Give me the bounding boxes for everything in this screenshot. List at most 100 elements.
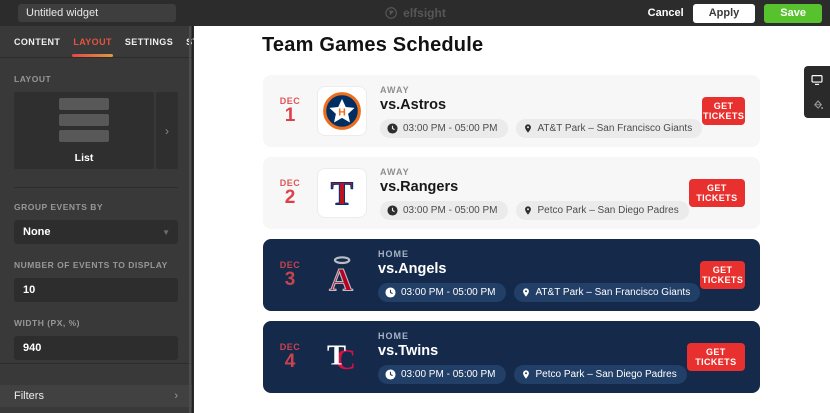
tab-content[interactable]: CONTENT	[14, 37, 61, 47]
apply-button[interactable]: Apply	[692, 3, 756, 23]
game-card: DEC 1 H AWAY vs.Astros	[263, 75, 760, 147]
time-pill: 03:00 PM - 05:00 PM	[378, 282, 506, 302]
preview-toolbar	[804, 66, 830, 118]
layout-next-arrow[interactable]: ›	[156, 92, 178, 169]
width-label: WIDTH (PX, %)	[14, 318, 80, 328]
chevron-right-icon: ›	[165, 123, 169, 138]
venue-pill: Petco Park – San Diego Padres	[513, 364, 687, 384]
clock-icon	[385, 286, 396, 298]
date-month: DEC	[279, 342, 301, 352]
layout-option-list[interactable]: List	[14, 92, 154, 169]
list-layout-icon	[59, 97, 109, 142]
date-day: 3	[284, 269, 296, 290]
group-events-select[interactable]: None ▼	[14, 220, 178, 244]
clock-icon	[387, 122, 398, 134]
device-preview-button[interactable]	[809, 72, 825, 88]
get-tickets-button[interactable]: GET TICKETS	[688, 179, 745, 207]
game-card: DEC 4 C T HOME vs.Twins	[263, 321, 760, 393]
svg-text:T: T	[331, 176, 353, 213]
get-tickets-button[interactable]: GET TICKETS	[702, 97, 745, 125]
venue-pill: Petco Park – San Diego Padres	[515, 200, 689, 220]
game-card: DEC 2 T AWAY vs.Rangers	[263, 157, 760, 229]
angels-logo: A	[317, 251, 365, 299]
clock-icon	[387, 204, 398, 216]
clock-icon	[385, 368, 396, 380]
time-text: 03:00 PM - 05:00 PM	[403, 122, 498, 134]
cancel-button[interactable]: Cancel	[647, 7, 684, 19]
settings-sidebar: CONTENT LAYOUT SETTINGS STYLE LAYOUT Lis…	[0, 26, 217, 413]
monitor-icon	[811, 75, 823, 85]
svg-text:H: H	[338, 107, 346, 119]
tab-settings[interactable]: SETTINGS	[124, 37, 174, 47]
time-text: 03:00 PM - 05:00 PM	[401, 286, 496, 298]
venue-text: Petco Park – San Diego Padres	[537, 204, 679, 216]
filters-row[interactable]: Filters ›	[0, 385, 192, 407]
date-month: DEC	[279, 96, 301, 106]
group-events-label: GROUP EVENTS BY	[14, 202, 104, 212]
game-type: AWAY	[380, 84, 410, 95]
game-opponent: vs.Rangers	[380, 178, 459, 195]
time-pill: 03:00 PM - 05:00 PM	[378, 364, 506, 384]
svg-text:A: A	[329, 262, 353, 297]
divider	[14, 187, 178, 188]
game-opponent: vs.Angels	[378, 260, 447, 277]
get-tickets-button[interactable]: GET TICKETS	[700, 261, 745, 289]
page-title: Team Games Schedule	[262, 34, 484, 56]
game-type: HOME	[378, 248, 409, 259]
save-button[interactable]: Save	[764, 3, 822, 23]
game-opponent: vs.Astros	[380, 96, 447, 113]
date-day: 1	[284, 105, 296, 126]
layout-section-label: LAYOUT	[14, 74, 52, 84]
widget-preview: Team Games Schedule DEC 1 H AWAY v	[194, 26, 830, 413]
location-pin-icon	[524, 123, 531, 133]
game-date: DEC 2	[263, 178, 317, 208]
elfsight-logo-icon	[385, 7, 397, 19]
widget-name-input[interactable]	[18, 4, 176, 22]
game-opponent: vs.Twins	[378, 342, 439, 359]
game-date: DEC 4	[263, 342, 317, 372]
venue-text: Petco Park – San Diego Padres	[535, 368, 677, 380]
sidebar-tabs: CONTENT LAYOUT SETTINGS STYLE	[0, 26, 217, 58]
topbar: elfsight Cancel Apply Save	[0, 0, 830, 26]
brand-name: elfsight	[403, 6, 446, 20]
game-type: HOME	[378, 330, 409, 341]
location-pin-icon	[524, 205, 531, 215]
game-type: AWAY	[380, 166, 410, 177]
width-input[interactable]	[14, 336, 178, 360]
games-list: DEC 1 H AWAY vs.Astros	[263, 75, 760, 403]
chevron-down-icon: ▼	[162, 227, 170, 237]
date-month: DEC	[279, 178, 301, 188]
date-day: 4	[284, 351, 296, 372]
tab-layout[interactable]: LAYOUT	[72, 37, 113, 57]
game-card: DEC 3 A HOME vs.Angels	[263, 239, 760, 311]
time-text: 03:00 PM - 05:00 PM	[403, 204, 498, 216]
events-count-label: NUMBER OF EVENTS TO DISPLAY	[14, 260, 168, 270]
paint-bucket-icon	[813, 99, 823, 109]
rangers-logo: T	[317, 168, 367, 218]
venue-text: AT&T Park – San Francisco Giants	[537, 122, 693, 134]
theme-color-button[interactable]	[809, 96, 825, 112]
venue-text: AT&T Park – San Francisco Giants	[535, 286, 691, 298]
time-pill: 03:00 PM - 05:00 PM	[380, 118, 508, 138]
events-count-input[interactable]	[14, 278, 178, 302]
svg-text:C: C	[335, 345, 356, 376]
svg-text:T: T	[327, 341, 346, 372]
divider	[0, 363, 192, 364]
elfsight-brand: elfsight	[384, 0, 446, 26]
chevron-right-icon: ›	[174, 390, 178, 402]
game-date: DEC 3	[263, 260, 317, 290]
group-events-value: None	[23, 226, 51, 238]
layout-option-label: List	[74, 151, 94, 164]
date-day: 2	[284, 187, 296, 208]
astros-logo: H	[317, 86, 367, 136]
date-month: DEC	[279, 260, 301, 270]
get-tickets-button[interactable]: GET TICKETS	[686, 343, 745, 371]
twins-logo: C T	[317, 333, 365, 381]
filters-label: Filters	[14, 390, 44, 402]
game-date: DEC 1	[263, 96, 317, 126]
venue-pill: AT&T Park – San Francisco Giants	[513, 282, 701, 302]
layout-picker: List ›	[14, 92, 178, 169]
venue-pill: AT&T Park – San Francisco Giants	[515, 118, 703, 138]
location-pin-icon	[522, 287, 529, 297]
